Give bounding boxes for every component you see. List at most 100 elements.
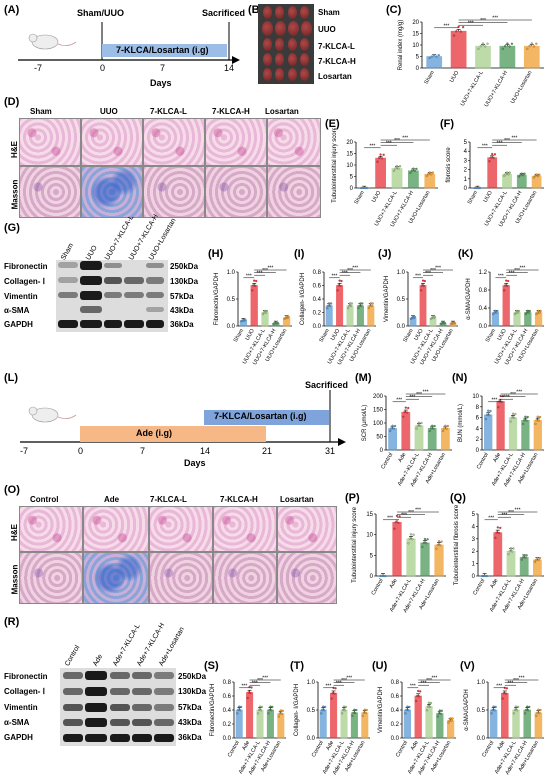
- data-point: [329, 304, 332, 308]
- y-tick-label: 8: [476, 405, 480, 411]
- data-point: [420, 421, 423, 425]
- data-point: [523, 554, 526, 557]
- data-point: [443, 427, 446, 430]
- wb-r-size-1: 130kDa: [178, 687, 207, 696]
- data-point: [406, 705, 409, 708]
- data-point: [279, 709, 282, 712]
- bar: [519, 557, 529, 577]
- kidney-row-0: Sham: [318, 8, 340, 17]
- data-point: [517, 309, 521, 313]
- hist-o-row-0: H&E: [9, 524, 19, 541]
- data-point: [257, 708, 261, 712]
- x-tick-label: Control: [481, 740, 495, 758]
- hist-d-col-0: Sham: [30, 107, 52, 116]
- data-point: [515, 709, 519, 712]
- data-point: [441, 429, 445, 433]
- tick-l-1: 0: [78, 446, 84, 456]
- y-tick-label: 10: [412, 43, 419, 49]
- data-point: [538, 311, 541, 314]
- data-point: [523, 172, 526, 175]
- y-tick-label: 0: [476, 448, 480, 454]
- data-point: [426, 538, 429, 541]
- data-point: [416, 694, 419, 698]
- y-axis-label: BUN (mmol/L): [458, 404, 464, 442]
- wb-r-size-3: 43kDa: [178, 718, 202, 727]
- data-point: [427, 173, 430, 176]
- x-tick-label: UUO: [413, 327, 425, 341]
- data-point: [349, 304, 353, 308]
- data-point: [432, 427, 435, 430]
- data-point: [537, 708, 540, 711]
- wb-g-protein-2: Vimentin: [4, 292, 38, 301]
- panel-label-c: (C): [386, 4, 402, 16]
- sig-marker: ***: [257, 271, 263, 277]
- y-tick-label: 1: [472, 562, 476, 568]
- data-point: [412, 533, 415, 536]
- data-point: [433, 424, 436, 428]
- sig-marker: ***: [342, 271, 348, 277]
- data-point: [502, 692, 505, 695]
- data-point: [494, 705, 497, 709]
- sig-marker: ***: [425, 271, 431, 277]
- y-tick-label: 1.0: [397, 270, 406, 276]
- data-point: [254, 284, 257, 288]
- panel-label-v: (V): [460, 660, 475, 672]
- data-point: [509, 420, 512, 423]
- data-point: [536, 415, 539, 418]
- data-point: [425, 542, 428, 545]
- y-tick-label: 0.8: [391, 680, 400, 686]
- data-point: [256, 712, 260, 715]
- y-tick-label: 0.4: [313, 297, 322, 303]
- data-point: [268, 708, 271, 712]
- panel-label-d: (D): [4, 96, 20, 108]
- sig-marker: ***: [508, 510, 514, 516]
- data-point: [423, 537, 427, 541]
- bar: [401, 411, 411, 451]
- data-point: [481, 42, 485, 45]
- data-point: [415, 699, 418, 703]
- data-point: [417, 421, 421, 424]
- data-point: [348, 302, 352, 305]
- data-point: [501, 697, 504, 700]
- data-point: [437, 712, 440, 715]
- data-point: [512, 712, 516, 715]
- data-point: [238, 705, 241, 708]
- data-point: [408, 537, 411, 540]
- data-point: [398, 165, 402, 168]
- data-point: [405, 411, 409, 414]
- masson-7klca-h: [205, 166, 267, 218]
- data-point: [495, 311, 498, 314]
- bar: [484, 414, 493, 451]
- data-point: [259, 709, 263, 712]
- panel-label-i: (I): [294, 248, 305, 260]
- data-point: [522, 174, 525, 177]
- data-point: [342, 705, 346, 708]
- data-point: [327, 304, 330, 307]
- data-point: [527, 311, 530, 314]
- data-point: [517, 175, 521, 178]
- sig-marker: ***: [514, 268, 520, 274]
- data-point: [330, 302, 333, 305]
- sig-marker: ***: [246, 273, 252, 279]
- sig-marker: ***: [435, 266, 441, 272]
- x-tick-label: UUO+7-KLCA-L: [460, 70, 485, 107]
- data-point: [479, 186, 482, 190]
- data-point: [516, 311, 520, 314]
- data-point: [411, 538, 414, 541]
- sig-marker: ***: [257, 678, 263, 684]
- sig-marker: ***: [421, 681, 427, 687]
- data-point: [343, 709, 347, 712]
- data-point: [538, 557, 541, 560]
- masson-ade-7klca-l: [149, 552, 213, 604]
- data-point: [436, 715, 439, 718]
- y-tick-label: 15: [366, 512, 373, 518]
- sig-marker: ***: [325, 683, 331, 689]
- data-point: [524, 712, 527, 715]
- sig-marker: ***: [336, 681, 342, 687]
- masson-ade: [83, 552, 149, 604]
- x-tick-label: UUO: [245, 327, 257, 341]
- data-point: [346, 307, 350, 310]
- y-axis-label: Collagen- Ⅰ/GAPDH: [294, 684, 300, 736]
- sig-marker: ***: [369, 143, 375, 149]
- he-7klca-l: [143, 118, 205, 166]
